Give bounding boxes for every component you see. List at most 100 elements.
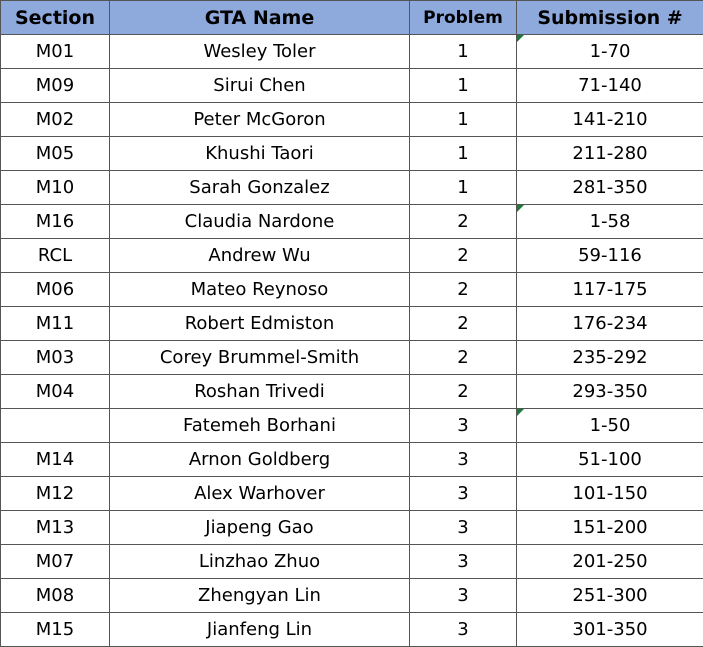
gta-name-cell[interactable]: Peter McGoron	[109, 102, 410, 137]
problem-cell[interactable]: 2	[409, 306, 517, 341]
gta-name-cell[interactable]: Andrew Wu	[109, 238, 410, 273]
submission-cell-text: 251-300	[572, 585, 648, 606]
gta-name-cell[interactable]: Zhengyan Lin	[109, 578, 410, 613]
gta-name-cell[interactable]: Jiapeng Gao	[109, 510, 410, 545]
problem-cell[interactable]: 3	[409, 442, 517, 477]
problem-cell-text: 3	[457, 517, 469, 538]
submission-cell-text: 59-116	[578, 245, 642, 266]
problem-cell[interactable]: 1	[409, 102, 517, 137]
gta-name-cell-text: Andrew Wu	[208, 245, 311, 266]
section-cell[interactable]: M09	[0, 68, 110, 103]
gta-name-cell[interactable]: Sarah Gonzalez	[109, 170, 410, 205]
table-row: M02 Peter McGoron 1 141-210	[0, 102, 703, 137]
gta-name-cell[interactable]: Sirui Chen	[109, 68, 410, 103]
gta-name-cell-text: Jianfeng Lin	[206, 619, 313, 640]
problem-cell-text: 1	[457, 109, 469, 130]
problem-cell[interactable]: 2	[409, 272, 517, 307]
submission-cell[interactable]: 293-350	[516, 374, 703, 409]
gta-name-cell-text: Robert Edmiston	[184, 313, 335, 334]
gta-name-cell[interactable]: Fatemeh Borhani	[109, 408, 410, 443]
submission-cell-text: 211-280	[572, 143, 648, 164]
section-cell[interactable]: M10	[0, 170, 110, 205]
gta-name-cell-text: Wesley Toler	[203, 41, 316, 62]
submission-cell[interactable]: 1-50	[516, 408, 703, 443]
problem-cell-text: 3	[457, 585, 469, 606]
section-cell[interactable]: M05	[0, 136, 110, 171]
problem-cell[interactable]: 2	[409, 374, 517, 409]
section-cell-text: M01	[35, 41, 75, 62]
problem-header[interactable]: Problem	[409, 0, 517, 35]
submission-cell[interactable]: 151-200	[516, 510, 703, 545]
gta-name-cell[interactable]: Linzhao Zhuo	[109, 544, 410, 579]
section-cell-text: M10	[35, 177, 75, 198]
submission-cell-text: 101-150	[572, 483, 648, 504]
submission-cell[interactable]: 59-116	[516, 238, 703, 273]
problem-cell[interactable]: 3	[409, 408, 517, 443]
problem-cell[interactable]: 3	[409, 476, 517, 511]
gta-name-cell[interactable]: Robert Edmiston	[109, 306, 410, 341]
problem-cell[interactable]: 2	[409, 340, 517, 375]
submission-cell[interactable]: 201-250	[516, 544, 703, 579]
submission-cell[interactable]: 71-140	[516, 68, 703, 103]
submission-cell[interactable]: 101-150	[516, 476, 703, 511]
section-cell[interactable]: M08	[0, 578, 110, 613]
section-cell[interactable]	[0, 408, 110, 443]
problem-cell[interactable]: 1	[409, 34, 517, 69]
gta-name-cell[interactable]: Claudia Nardone	[109, 204, 410, 239]
submission-cell[interactable]: 251-300	[516, 578, 703, 613]
problem-cell-text: 2	[457, 381, 469, 402]
gta-name-cell[interactable]: Mateo Reynoso	[109, 272, 410, 307]
submission-cell-text: 235-292	[572, 347, 648, 368]
problem-cell[interactable]: 1	[409, 68, 517, 103]
submission-cell[interactable]: 281-350	[516, 170, 703, 205]
section-cell[interactable]: RCL	[0, 238, 110, 273]
submission-cell[interactable]: 235-292	[516, 340, 703, 375]
section-cell[interactable]: M16	[0, 204, 110, 239]
problem-cell-text: 3	[457, 415, 469, 436]
gta-name-cell[interactable]: Corey Brummel-Smith	[109, 340, 410, 375]
submission-cell[interactable]: 141-210	[516, 102, 703, 137]
table-row: M16 Claudia Nardone 2 1-58	[0, 204, 703, 239]
submission-cell[interactable]: 1-58	[516, 204, 703, 239]
submission-cell[interactable]: 301-350	[516, 612, 703, 647]
section-cell[interactable]: M14	[0, 442, 110, 477]
problem-cell[interactable]: 1	[409, 170, 517, 205]
section-cell[interactable]: M02	[0, 102, 110, 137]
section-cell[interactable]: M11	[0, 306, 110, 341]
gta-name-cell[interactable]: Khushi Taori	[109, 136, 410, 171]
gta-name-header[interactable]: GTA Name	[109, 0, 410, 35]
section-cell[interactable]: M12	[0, 476, 110, 511]
section-cell[interactable]: M03	[0, 340, 110, 375]
submission-cell[interactable]: 51-100	[516, 442, 703, 477]
problem-cell[interactable]: 2	[409, 204, 517, 239]
gta-name-cell[interactable]: Alex Warhover	[109, 476, 410, 511]
section-cell[interactable]: M04	[0, 374, 110, 409]
problem-cell[interactable]: 3	[409, 578, 517, 613]
submission-cell[interactable]: 1-70	[516, 34, 703, 69]
gta-name-cell[interactable]: Wesley Toler	[109, 34, 410, 69]
section-cell[interactable]: M06	[0, 272, 110, 307]
gta-name-cell-text: Arnon Goldberg	[188, 449, 331, 470]
table-row: M14 Arnon Goldberg 3 51-100	[0, 442, 703, 477]
section-cell[interactable]: M01	[0, 34, 110, 69]
gta-name-cell[interactable]: Arnon Goldberg	[109, 442, 410, 477]
gta-name-cell[interactable]: Jianfeng Lin	[109, 612, 410, 647]
section-cell[interactable]: M13	[0, 510, 110, 545]
section-cell[interactable]: M15	[0, 612, 110, 647]
problem-cell-text: 3	[457, 483, 469, 504]
problem-cell[interactable]: 3	[409, 612, 517, 647]
table-row: RCL Andrew Wu 2 59-116	[0, 238, 703, 273]
submission-cell[interactable]: 117-175	[516, 272, 703, 307]
gta-name-cell[interactable]: Roshan Trivedi	[109, 374, 410, 409]
submission-cell[interactable]: 176-234	[516, 306, 703, 341]
problem-cell[interactable]: 3	[409, 544, 517, 579]
problem-cell[interactable]: 2	[409, 238, 517, 273]
submission-header[interactable]: Submission #	[516, 0, 703, 35]
section-header[interactable]: Section	[0, 0, 110, 35]
submission-cell[interactable]: 211-280	[516, 136, 703, 171]
gta-name-cell-text: Claudia Nardone	[184, 211, 335, 232]
problem-cell[interactable]: 3	[409, 510, 517, 545]
submission-cell-text: 301-350	[572, 619, 648, 640]
problem-cell[interactable]: 1	[409, 136, 517, 171]
section-cell[interactable]: M07	[0, 544, 110, 579]
